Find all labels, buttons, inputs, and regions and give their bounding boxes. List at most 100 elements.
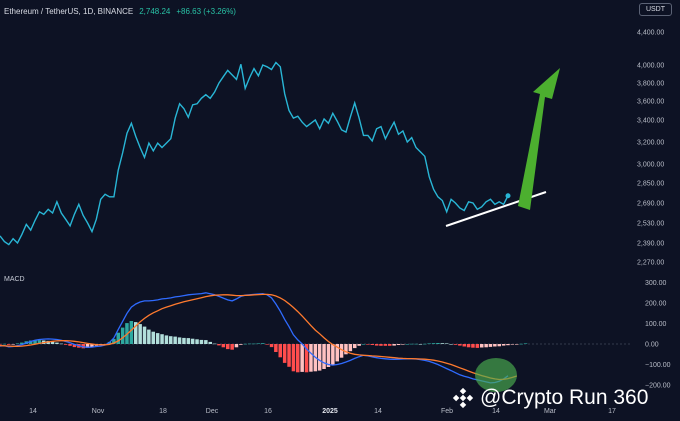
watermark: @Crypto Run 360 xyxy=(452,384,648,412)
histogram-bar xyxy=(243,343,247,345)
histogram-bar xyxy=(11,344,15,345)
price-tick-label: 2,270.00 xyxy=(637,260,664,267)
histogram-bar xyxy=(274,344,278,352)
symbol-title[interactable]: Ethereum / TetherUS, 1D, BINANCE xyxy=(4,6,134,16)
histogram-bar xyxy=(493,344,497,347)
price-change: +86.63 (+3.26%) xyxy=(176,6,236,16)
histogram-bar xyxy=(120,327,125,344)
histogram-bar xyxy=(396,344,401,345)
price-tick-label: 2,690.00 xyxy=(637,201,664,208)
histogram-bar xyxy=(401,344,405,345)
time-tick-label: 2025 xyxy=(322,408,338,415)
price-tick-label: 3,200.00 xyxy=(637,140,664,147)
price-tick-label: 3,600.00 xyxy=(637,99,664,106)
histogram-bar xyxy=(353,344,357,349)
histogram-bar xyxy=(444,343,449,344)
histogram-bar xyxy=(134,322,138,344)
time-axis[interactable]: 14 Nov 18 Dec 16 2025 14 Feb 14 Mar 17 xyxy=(29,408,616,415)
histogram-bar xyxy=(173,336,177,344)
time-tick-label: 17 xyxy=(608,408,616,415)
histogram-bar xyxy=(370,344,374,345)
histogram-bar xyxy=(265,344,269,345)
histogram-bar xyxy=(269,344,274,348)
price-tick-label: 2,390.00 xyxy=(637,241,664,248)
histogram-bar xyxy=(186,338,191,344)
macd-tick-label: −100.00 xyxy=(645,362,671,369)
histogram-bar xyxy=(488,344,493,347)
histogram-bar xyxy=(195,339,199,344)
histogram-bar xyxy=(63,344,68,345)
histogram-bar xyxy=(33,340,37,344)
macd-indicator-label[interactable]: MACD xyxy=(4,276,25,283)
macd-tick-label: 0.00 xyxy=(645,342,659,349)
price-tick-label: 3,400.00 xyxy=(637,118,664,125)
histogram-bar xyxy=(55,342,59,344)
histogram-bar xyxy=(291,344,296,372)
histogram-bar xyxy=(458,344,462,346)
histogram-bar xyxy=(160,334,164,344)
histogram-bar xyxy=(322,344,326,369)
histogram-bar xyxy=(357,344,361,346)
histogram-bar xyxy=(50,341,55,344)
histogram-bar xyxy=(480,344,484,348)
histogram-bar xyxy=(90,344,94,348)
histogram-bar xyxy=(204,340,208,344)
histogram-bar xyxy=(418,344,423,345)
macd-axis[interactable]: 300.00 200.00 100.00 0.00 −100.00 −200.00 xyxy=(645,280,671,390)
histogram-bar xyxy=(15,343,20,344)
histogram-bar xyxy=(366,344,370,345)
time-tick-label: Mar xyxy=(544,408,557,415)
time-tick-label: Feb xyxy=(441,408,453,415)
histogram-bar xyxy=(2,343,7,345)
histogram-bar xyxy=(59,343,64,345)
time-tick-label: 18 xyxy=(159,408,167,415)
histogram-bar xyxy=(212,343,217,345)
histogram-bar xyxy=(234,344,239,348)
histogram-bar xyxy=(169,336,173,344)
currency-button[interactable]: USDT xyxy=(638,3,672,16)
histogram-bar xyxy=(177,337,182,344)
histogram-bar xyxy=(182,337,186,344)
histogram-bar xyxy=(116,332,120,344)
histogram-bar xyxy=(282,344,287,363)
histogram-bar xyxy=(501,344,506,346)
time-tick-label: 14 xyxy=(29,408,37,415)
histogram-bar xyxy=(20,342,24,344)
watermark-text: @Crypto Run 360 xyxy=(480,386,649,409)
histogram-bar xyxy=(28,340,33,344)
histogram-bar xyxy=(484,344,488,348)
signal-line xyxy=(0,293,517,381)
histogram-bar xyxy=(239,344,243,345)
time-tick-label: 16 xyxy=(264,408,272,415)
price-axis[interactable]: 4,400.00 4,000.00 3,800.00 3,600.00 3,400.00… xyxy=(637,30,664,267)
histogram-bar xyxy=(414,343,418,345)
histogram-bar xyxy=(190,338,195,344)
macd-line xyxy=(0,292,509,384)
histogram-bar xyxy=(230,344,234,350)
histogram-bar xyxy=(147,329,151,344)
histogram-bar xyxy=(392,344,396,346)
histogram-bar xyxy=(506,344,510,346)
price-tick-label: 3,800.00 xyxy=(637,81,664,88)
macd-tick-label: 300.00 xyxy=(645,280,667,287)
histogram-bar xyxy=(155,333,160,344)
macd-tick-label: −200.00 xyxy=(645,383,671,390)
macd-tick-label: 100.00 xyxy=(645,321,667,328)
histogram-bar xyxy=(440,343,445,344)
histogram-bar xyxy=(423,343,427,345)
histogram-bar xyxy=(383,344,388,346)
histogram-bar xyxy=(129,321,134,344)
histogram-bar xyxy=(199,339,204,344)
histogram-bar xyxy=(449,344,453,345)
histogram-bar xyxy=(151,331,155,344)
histogram-bar xyxy=(335,344,339,362)
histogram-bar xyxy=(247,343,252,345)
last-price: 2,748.24 xyxy=(139,6,171,16)
histogram-bar xyxy=(409,343,414,345)
time-tick-label: Nov xyxy=(92,408,105,415)
histogram-bar xyxy=(68,344,72,346)
histogram-bar xyxy=(7,344,11,345)
histogram-bar xyxy=(348,344,353,352)
up-arrow-icon xyxy=(518,68,560,210)
